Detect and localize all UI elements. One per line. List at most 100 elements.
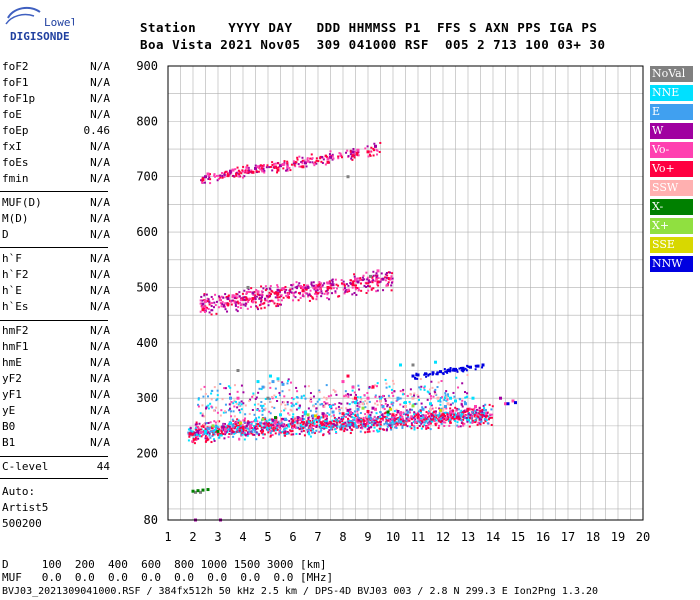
echo-point [447,414,450,417]
echo-point [227,409,230,412]
echo-point [250,169,253,172]
param-value: N/A [90,436,110,449]
echo-point [376,382,379,385]
echo-point [363,278,366,281]
echo-point [425,420,428,423]
echo-point [439,396,442,399]
echo-point [205,407,208,410]
echo-point [263,409,266,412]
echo-point [247,300,250,303]
echo-point [329,286,332,289]
echo-point [314,290,317,293]
echo-point [336,419,339,422]
echo-point [355,419,358,422]
echo-point [221,172,224,175]
echo-point [216,389,219,392]
echo-point [316,424,319,427]
echo-point [418,398,421,401]
x-tick-label: 13 [461,530,475,544]
echo-point [257,308,260,311]
echo-point [330,424,333,427]
echo-point [395,413,398,416]
echo-point [454,399,457,403]
echo-point [218,296,221,299]
echo-point [312,286,315,289]
echo-point [317,420,320,423]
echo-point [423,388,426,391]
echo-point [325,289,328,292]
echo-point [276,288,280,292]
echo-point [272,429,275,432]
echo-point [217,433,220,436]
echo-point [195,423,198,426]
echo-point [473,419,476,422]
echo-point [385,284,388,287]
echo-point [426,421,429,424]
echo-point [459,418,462,421]
echo-point [256,423,259,426]
echo-point [197,437,200,440]
echo-point [358,279,361,282]
echo-point [384,411,387,414]
echo-point [242,170,245,173]
echo-point [443,424,446,427]
echo-point [455,415,458,418]
echo-point [437,400,440,403]
echo-point [242,429,245,432]
echo-point [473,412,476,415]
echo-point [217,426,220,429]
echo-point [229,386,232,389]
echo-point [461,422,464,425]
echo-point [374,280,377,283]
echo-point [395,408,398,411]
echo-point [320,422,323,425]
echo-point [406,410,410,414]
param-name: B1 [2,436,16,449]
echo-point [373,422,376,425]
echo-point [387,278,390,281]
param-name: foF2 [2,60,29,73]
echo-point [221,176,224,179]
echo-point [264,397,267,400]
echo-point [275,305,278,308]
echo-point [266,164,269,167]
echo-point [232,430,235,433]
echo-point [334,290,337,293]
echo-point [212,306,215,309]
echo-point [468,425,471,428]
echo-point [460,421,463,424]
echo-point [224,308,227,311]
echo-point [201,412,204,415]
echo-point [356,152,359,155]
echo-point [213,420,216,423]
param-name: B0 [2,420,16,433]
echo-point [219,176,222,179]
echo-point [321,284,324,287]
echo-point [292,292,295,295]
echo-point [439,415,442,418]
echo-point [301,417,304,420]
echo-point [302,421,305,424]
echo-point [281,381,284,384]
echo-point [224,302,227,305]
echo-point [437,415,440,418]
echo-point [220,430,223,433]
echo-point [444,394,447,397]
echo-point [293,424,296,427]
param-value: N/A [90,372,110,385]
echo-point [370,411,373,414]
echo-point [319,426,322,429]
echo-point [391,413,395,417]
echo-point [376,149,379,152]
echo-point [408,402,411,405]
echo-point [489,413,492,416]
echo-point [228,430,231,433]
echo-point [365,271,368,274]
echo-point [416,373,420,377]
param-row: foF1 N/A [2,76,110,91]
echo-point [375,290,378,293]
echo-point [258,425,261,428]
echo-point [221,174,224,177]
param-row: h`E N/A [2,284,110,299]
echo-point [322,158,325,161]
